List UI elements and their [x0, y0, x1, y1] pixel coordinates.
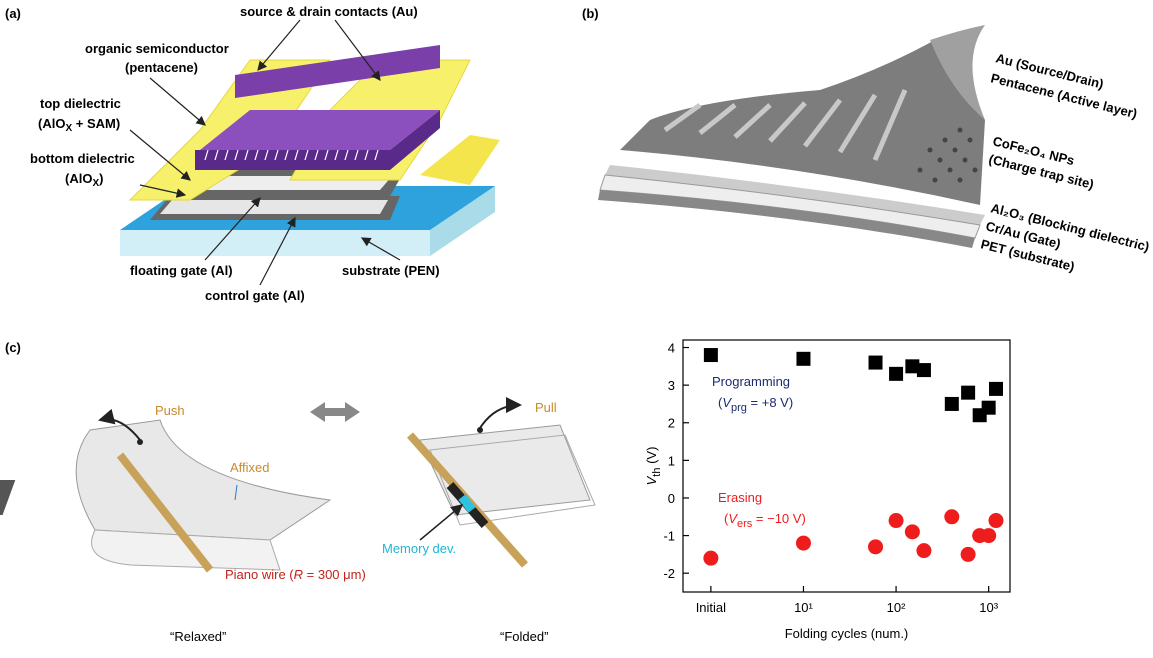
y-axis-label: Vth (V) [644, 447, 663, 486]
text-part: = 300 μm) [303, 567, 366, 582]
y-tick-label: 2 [668, 416, 675, 431]
y-tick-label: 4 [668, 341, 675, 356]
annotation: (AlOX) [65, 171, 103, 189]
series-label: Erasing [718, 490, 762, 505]
annotation: organic semiconductor [85, 41, 229, 56]
annotation: Pull [535, 400, 557, 415]
data-point [917, 363, 931, 377]
series-note: (Vprg = +8 V) [718, 395, 793, 414]
annotation: “Relaxed” [170, 629, 226, 644]
x-axis-label: Folding cycles (num.) [785, 626, 909, 641]
figure: (a) source & drain contacts (Au) organic… [0, 0, 1153, 653]
annotation: Push [155, 403, 185, 418]
x-tick-label: 10² [887, 600, 906, 615]
x-tick-label: 10¹ [794, 600, 813, 615]
panel-label: (c) [5, 340, 21, 355]
text-part: = −10 V) [752, 511, 805, 526]
annotation: top dielectric [40, 96, 121, 111]
text-part: (AlO [38, 116, 65, 131]
data-point [703, 551, 718, 566]
x-tick-label: 10³ [979, 600, 998, 615]
text-part: th [651, 468, 663, 477]
annotation: Affixed [230, 460, 270, 475]
data-point [981, 528, 996, 543]
data-point [989, 382, 1003, 396]
y-tick-label: -1 [663, 529, 675, 544]
text-part: = +8 V) [747, 395, 793, 410]
series-label: Programming [712, 374, 790, 389]
annotation: Piano wire (R = 300 μm) [225, 567, 366, 582]
data-point [868, 539, 883, 554]
x-tick-label: Initial [696, 600, 726, 615]
data-point [889, 367, 903, 381]
y-tick-label: 0 [668, 491, 675, 506]
text-part: ) [99, 171, 103, 186]
data-point [961, 386, 975, 400]
annotation: “Folded” [500, 629, 548, 644]
text-part: (AlO [65, 171, 92, 186]
annotation: control gate (Al) [205, 288, 305, 303]
data-point [796, 352, 810, 366]
series-note: (Vers = −10 V) [724, 511, 806, 530]
data-point [869, 356, 883, 370]
y-tick-label: 1 [668, 453, 675, 468]
annotation: Memory dev. [382, 541, 456, 556]
data-point [889, 513, 904, 528]
annotation: substrate (PEN) [342, 263, 440, 278]
text-part: (V) [644, 447, 659, 468]
data-point [916, 543, 931, 558]
panel-label: (b) [582, 6, 599, 21]
text-part: ers [737, 518, 753, 530]
data-point [982, 401, 996, 415]
text-part: prg [731, 402, 747, 414]
text-part: R [294, 567, 303, 582]
memory-diagram [598, 25, 985, 248]
text-part: Piano wire ( [225, 567, 294, 582]
y-tick-label: 3 [668, 378, 675, 393]
annotation: floating gate (Al) [130, 263, 233, 278]
scatter-chart: -2 -1 0 1 2 3 4 Initial 10¹ 10² 10³ Folding cycles … [644, 340, 1010, 641]
annotation: (pentacene) [125, 60, 198, 75]
data-point [796, 536, 811, 551]
annotation: source & drain contacts (Au) [240, 4, 418, 19]
data-point [704, 348, 718, 362]
y-tick-label: -2 [663, 566, 675, 581]
data-point [944, 509, 959, 524]
data-point [961, 547, 976, 562]
data-point [905, 524, 920, 539]
folding-diagram [0, 402, 595, 570]
annotation: (AlOX + SAM) [38, 116, 120, 134]
text-part: + SAM) [72, 116, 120, 131]
data-point [945, 397, 959, 411]
panel-label: (a) [5, 6, 21, 21]
data-point [988, 513, 1003, 528]
annotation: bottom dielectric [30, 151, 135, 166]
